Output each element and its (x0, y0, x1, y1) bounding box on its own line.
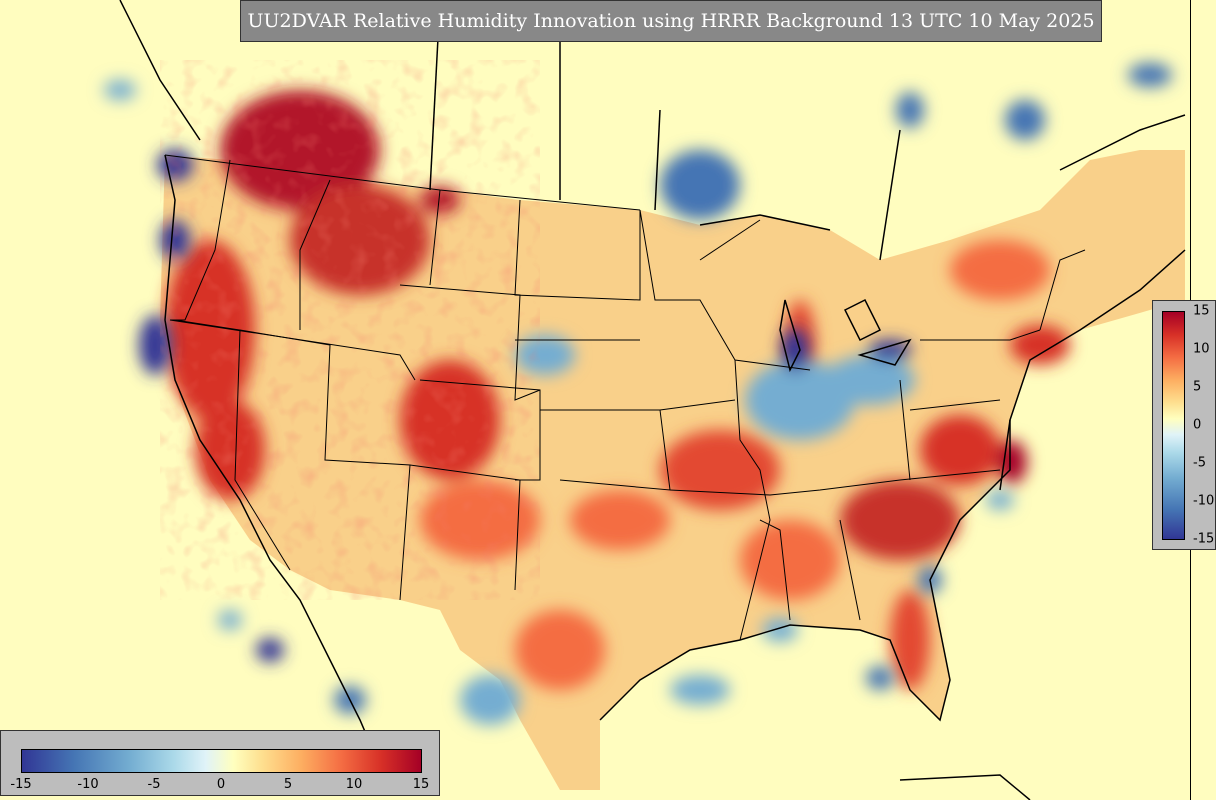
colorbar-tick: -15 (10, 777, 32, 792)
map-panel (104, 0, 1191, 800)
negative-innovation-regions (104, 63, 1172, 725)
colorbar-tick: 0 (216, 777, 226, 792)
colorbar-tick: 5 (1193, 379, 1202, 395)
colorbar-tick: 10 (345, 777, 363, 792)
colorbar-tick: -10 (1193, 493, 1215, 509)
colorbar-tick: 15 (412, 777, 430, 792)
colorbar-vertical: 15 10 5 0 -5 -10 -15 (1152, 300, 1216, 550)
colorbar-tick: 10 (1193, 341, 1210, 357)
colorbar-vertical-gradient (1162, 311, 1185, 540)
colorbar-tick: 15 (1193, 303, 1210, 319)
colorbar-tick: -15 (1193, 531, 1215, 547)
colorbar-tick: 5 (283, 777, 293, 792)
colorbar-tick: -5 (1193, 455, 1206, 471)
map-title: UU2DVAR Relative Humidity Innovation usi… (240, 0, 1102, 42)
colorbar-horizontal-gradient (21, 749, 422, 773)
colorbar-tick: 0 (1193, 417, 1202, 433)
colorbar-tick: -10 (77, 777, 99, 792)
humidity-map (104, 0, 1186, 800)
colorbar-horizontal: -15 -10 -5 0 5 10 15 (0, 730, 440, 796)
state-borders (164, 154, 1086, 641)
colorbar-tick: -5 (147, 777, 161, 792)
terrain-speckle (160, 60, 540, 600)
